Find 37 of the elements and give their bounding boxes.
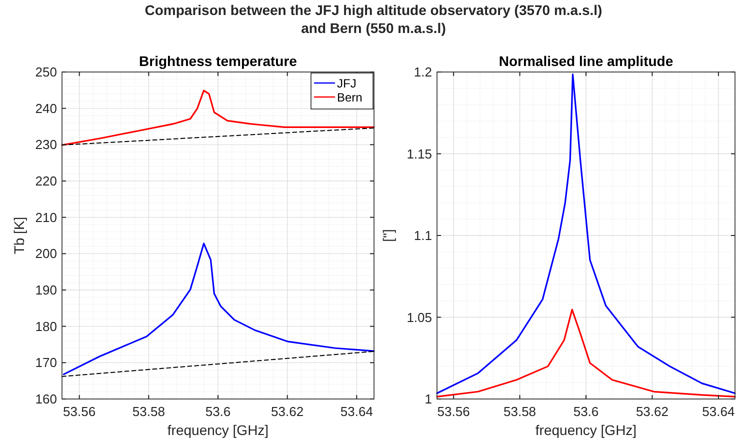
y-tick-label: 240 [35, 100, 57, 116]
x-tick-label: 53.56 [63, 404, 96, 419]
line-series [436, 308, 736, 398]
y-tick-label: 180 [35, 318, 57, 334]
line-series [62, 242, 375, 376]
y-axis-title: ["] [380, 229, 396, 242]
x-tick-label: 53.6 [205, 404, 231, 419]
y-tick-label: 200 [35, 246, 57, 262]
y-tick-label: 1.1 [414, 228, 432, 243]
x-tick-label: 53.56 [437, 404, 470, 419]
x-axis-title: frequency [GHz] [535, 422, 637, 438]
y-tick-label: 1.2 [414, 64, 432, 80]
x-tick-label: 53.64 [340, 404, 373, 419]
y-tick-label: 1 [424, 392, 432, 406]
y-tick-label: 220 [35, 174, 57, 188]
x-tick-label: 53.62 [271, 404, 304, 419]
x-tick-label: 53.58 [132, 404, 165, 419]
x-tick-label: 53.62 [636, 404, 668, 419]
y-tick-label: 1.15 [406, 146, 432, 162]
chart-title: Normalised line amplitude [498, 53, 674, 69]
text: Comparison between the JFJ high altitude observatory (3570 m.a.s.l) and Bern (550 m.a.s.l) [144, 2, 602, 36]
y-tick-label: 210 [35, 210, 57, 225]
x-tick-label: 53.6 [573, 404, 599, 419]
y-tick-label: 1.05 [406, 310, 432, 325]
y-tick-label: 190 [35, 282, 57, 298]
legend-label: Bern [337, 90, 362, 104]
x-tick-label: 53.64 [702, 404, 735, 419]
x-tick-label: 53.58 [504, 404, 536, 419]
line-series [436, 73, 736, 394]
y-tick-label: 170 [35, 355, 57, 370]
y-tick-label: 250 [35, 64, 57, 80]
y-axis-title: Tb [K] [11, 216, 27, 254]
y-tick-label: 160 [35, 392, 57, 406]
x-axis-title: frequency [GHz] [167, 422, 269, 438]
chart-title: Brightness temperature [139, 53, 298, 69]
legend-label: JFJ [337, 76, 356, 90]
y-tick-label: 230 [35, 137, 57, 152]
